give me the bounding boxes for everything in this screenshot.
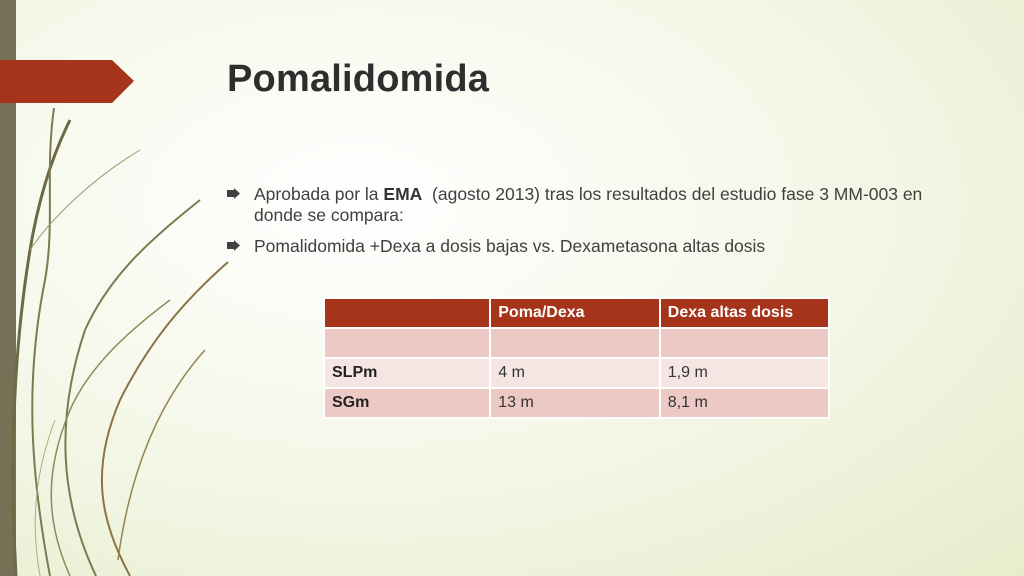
table-row [322, 327, 831, 359]
bullet-text-end: (agosto 2013) tras los resultados del es… [254, 184, 928, 225]
table-cell [489, 327, 661, 359]
arrow-bullet-icon [227, 240, 240, 251]
table-row: SGm 13 m 8,1 m [322, 387, 831, 419]
table-header-cell [322, 297, 492, 329]
arrow-bullet-icon [227, 188, 240, 199]
table-cell: 4 m [489, 357, 661, 389]
vine-stems-decoration [11, 107, 229, 576]
bullet-list: Aprobada por la EMA (agosto 2013) tras l… [227, 184, 947, 267]
table-cell: SLPm [322, 357, 492, 389]
table-header-row: Poma/Dexa Dexa altas dosis [322, 297, 831, 329]
table-cell [322, 327, 492, 359]
bullet-item: Aprobada por la EMA (agosto 2013) tras l… [227, 184, 947, 226]
bullet-item: Pomalidomida +Dexa a dosis bajas vs. Dex… [227, 236, 947, 257]
left-sidebar-strip [0, 0, 16, 576]
slide-title: Pomalidomida [227, 58, 490, 100]
table-row: SLPm 4 m 1,9 m [322, 357, 831, 389]
bullet-text: Pomalidomida +Dexa a dosis bajas vs. Dex… [254, 236, 766, 256]
bullet-text-start: Aprobada por la [254, 184, 384, 204]
table-cell [658, 327, 831, 359]
table-cell: 8,1 m [658, 387, 831, 419]
table-cell: 1,9 m [658, 357, 831, 389]
bullet-text-bold: EMA [383, 184, 423, 204]
table-header-cell: Dexa altas dosis [658, 297, 831, 329]
table-cell: 13 m [489, 387, 661, 419]
results-table: Poma/Dexa Dexa altas dosis SLPm 4 m 1,9 … [322, 297, 831, 419]
title-accent-tab [0, 60, 134, 103]
table-cell: SGm [322, 387, 492, 419]
table-header-cell: Poma/Dexa [489, 297, 661, 329]
